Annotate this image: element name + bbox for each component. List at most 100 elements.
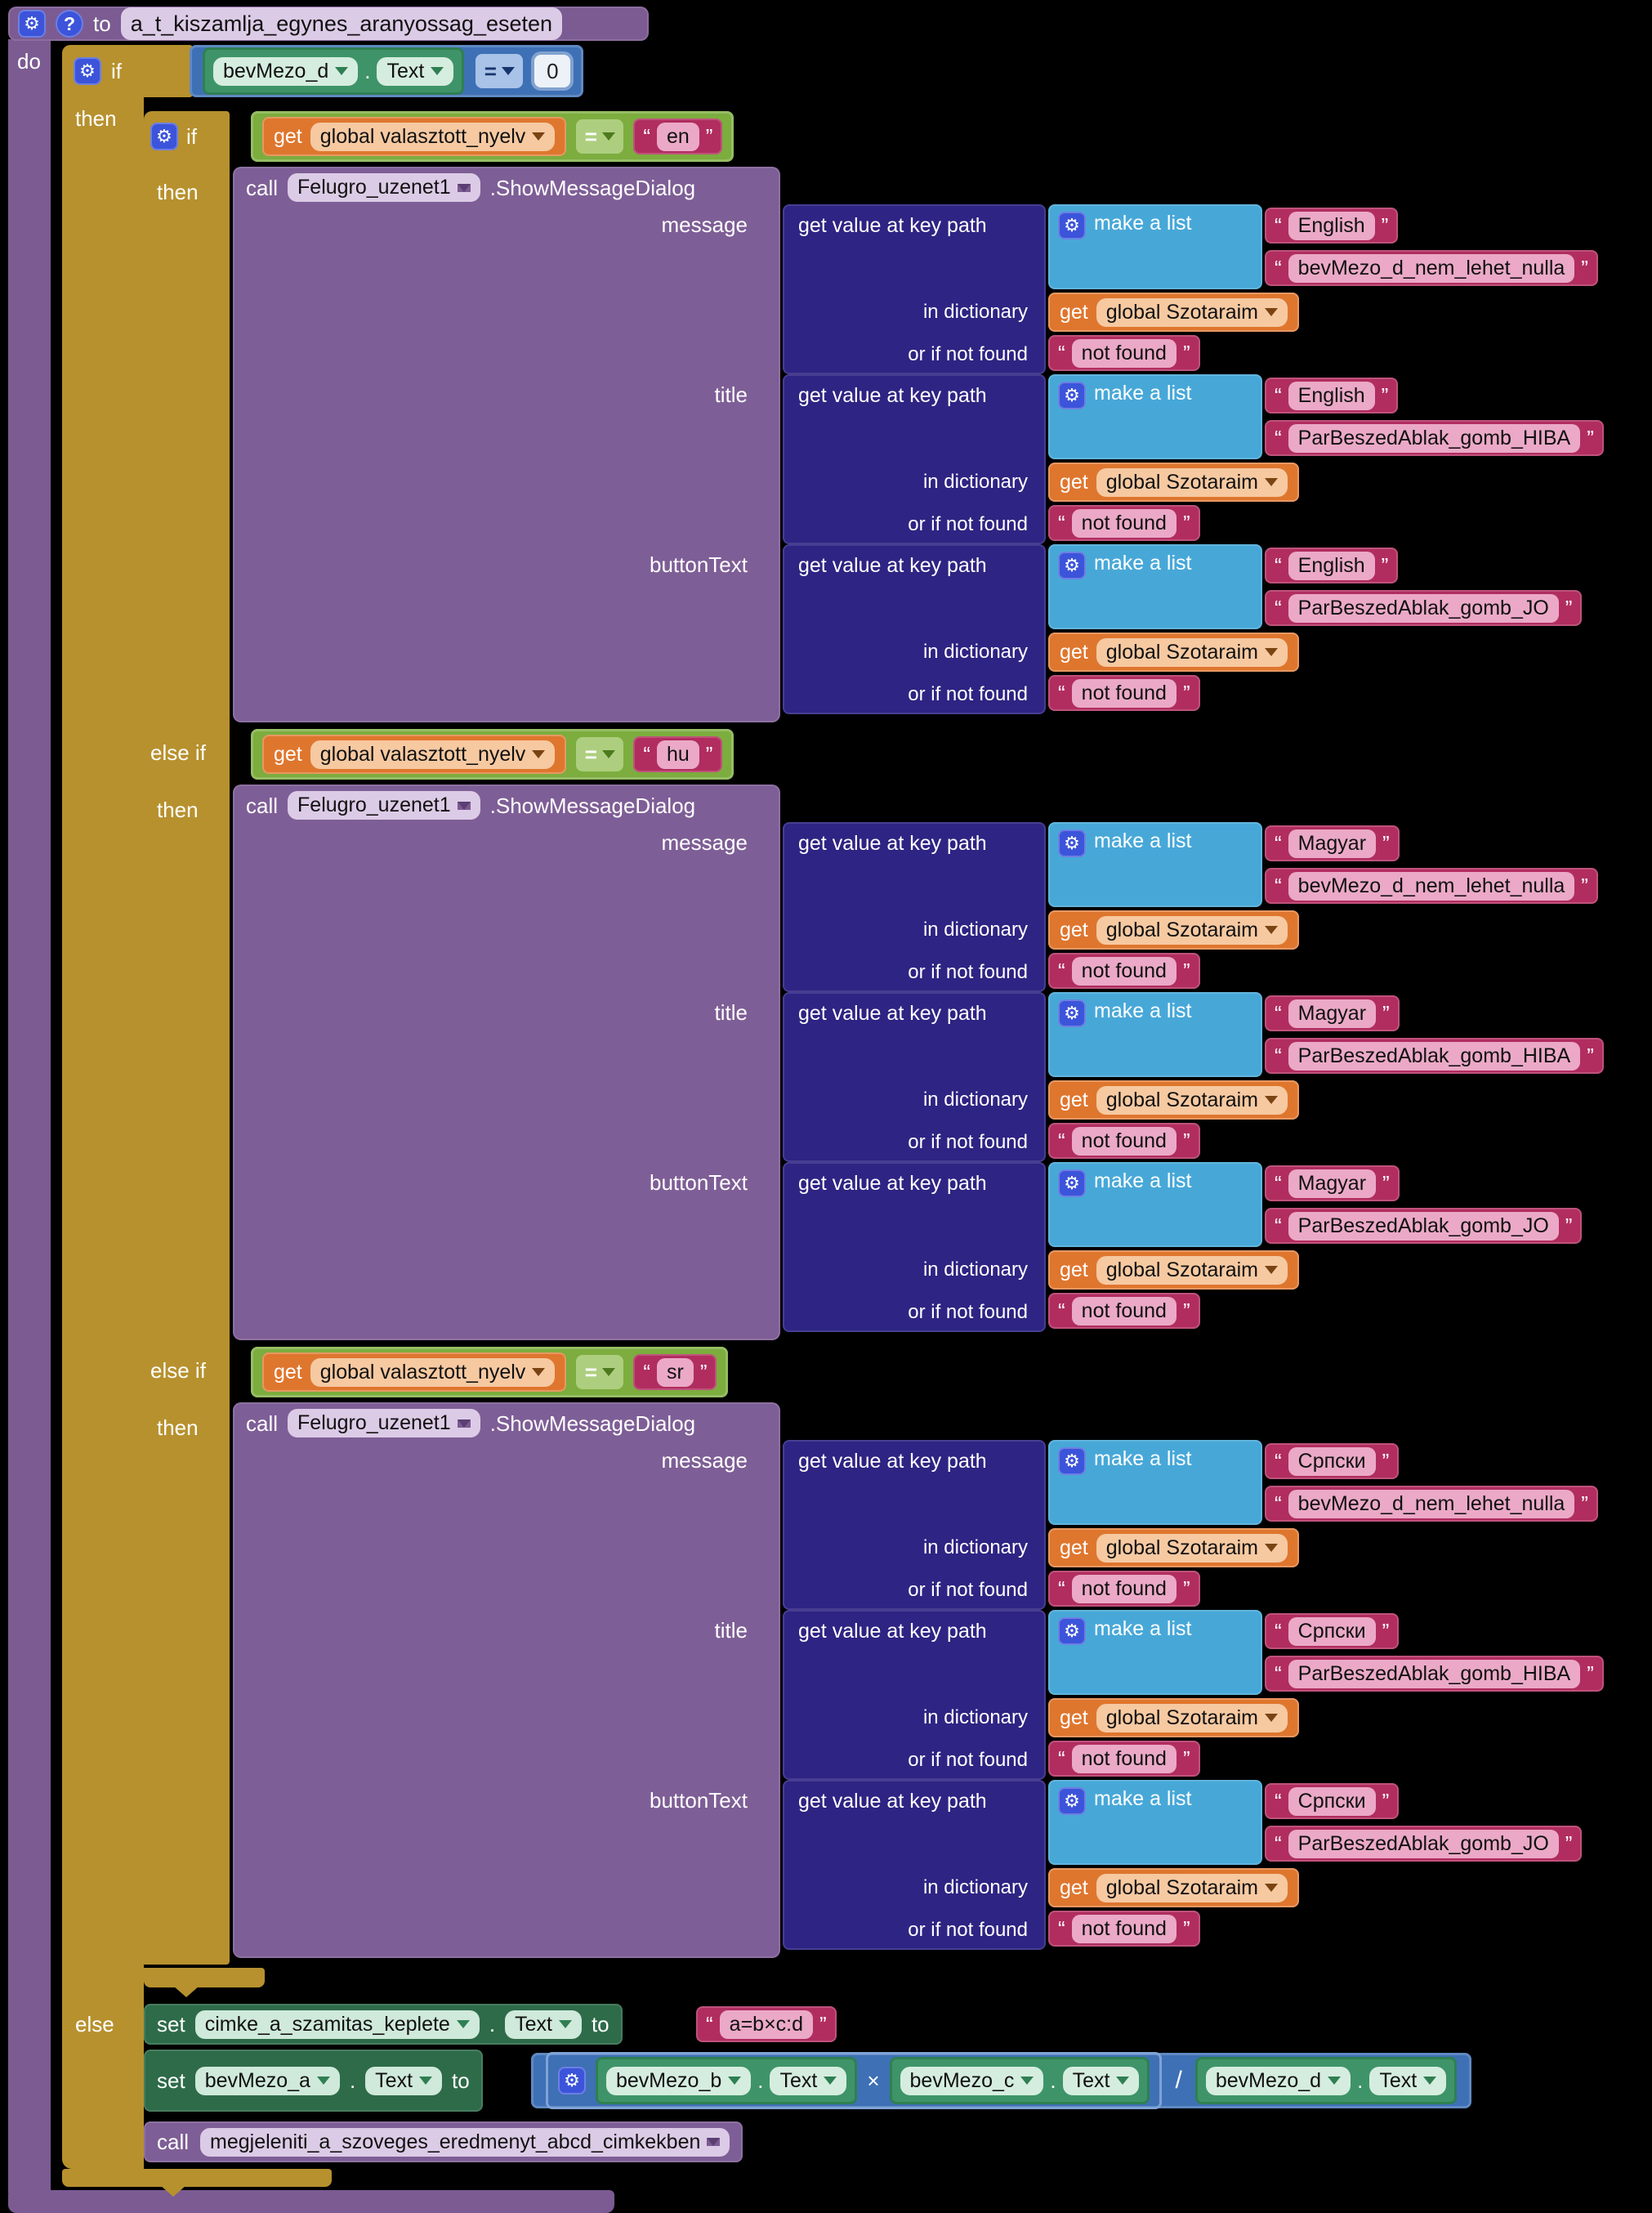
- equals-operator-dropdown[interactable]: =: [576, 119, 624, 154]
- get-variable-block[interactable]: get global Szotaraim: [1048, 293, 1299, 332]
- text-string-block[interactable]: “not found”: [1048, 1293, 1200, 1329]
- dropdown-arrow-icon[interactable]: [1264, 648, 1278, 656]
- get-variable-block[interactable]: get global valasztott_nyelv: [262, 117, 567, 156]
- logic-equals-block[interactable]: get global valasztott_nyelv = “ en ”: [251, 111, 734, 162]
- text-string-block[interactable]: “bevMezo_d_nem_lehet_nulla”: [1265, 1486, 1598, 1522]
- list-mutator-gear-icon[interactable]: ⚙: [1058, 1787, 1086, 1815]
- text-field[interactable]: a=b×c:d: [719, 2010, 814, 2039]
- dropdown-arrow-icon[interactable]: [601, 132, 615, 141]
- text-string-block[interactable]: “ParBeszedAblak_gomb_JO”: [1265, 1826, 1583, 1862]
- text-string-block[interactable]: “Српски”: [1265, 1783, 1400, 1819]
- text-field[interactable]: Српски: [1288, 1616, 1376, 1646]
- get-variable-block[interactable]: get global Szotaraim: [1048, 1250, 1299, 1290]
- set-bevmezo-a-block[interactable]: set bevMezo_a . Text to: [144, 2050, 483, 2112]
- component-get-bevMezo_d-Text[interactable]: bevMezo_d . Text: [1194, 2057, 1458, 2104]
- text-field[interactable]: not found: [1071, 1296, 1176, 1326]
- text-string-block[interactable]: “Српски”: [1265, 1613, 1400, 1649]
- variable-dropdown[interactable]: global Szotaraim: [1096, 467, 1288, 497]
- variable-dropdown[interactable]: global valasztott_nyelv: [310, 1357, 556, 1387]
- procedure-name-field[interactable]: a_t_kiszamlja_egynes_aranyossag_eseten: [120, 7, 563, 40]
- component-get-bevMezo_b-Text[interactable]: bevMezo_b . Text: [596, 2057, 858, 2104]
- text-string-block[interactable]: “English”: [1265, 378, 1399, 414]
- logic-equals-block[interactable]: get global valasztott_nyelv = “ sr ”: [251, 1347, 729, 1397]
- variable-dropdown[interactable]: global Szotaraim: [1096, 1255, 1288, 1285]
- dropdown-arrow-icon[interactable]: [824, 2077, 837, 2085]
- text-field[interactable]: ParBeszedAblak_gomb_HIBA: [1288, 1041, 1581, 1071]
- text-field[interactable]: Magyar: [1288, 1169, 1377, 1198]
- text-field[interactable]: not found: [1071, 1126, 1176, 1156]
- dropdown-arrow-icon[interactable]: [1020, 2077, 1034, 2085]
- division-block[interactable]: ⚙ bevMezo_b . Text × bevMezo_c . Text / …: [531, 2052, 1472, 2109]
- variable-dropdown[interactable]: global valasztott_nyelv: [310, 122, 556, 151]
- list-mutator-gear-icon[interactable]: ⚙: [1058, 552, 1086, 579]
- variable-dropdown[interactable]: global valasztott_nyelv: [310, 740, 556, 769]
- text-field[interactable]: Српски: [1288, 1446, 1376, 1476]
- text-field[interactable]: bevMezo_d_nem_lehet_nulla: [1288, 871, 1575, 901]
- text-string-block[interactable]: “not found”: [1048, 953, 1200, 989]
- dropdown-arrow-icon[interactable]: [316, 2077, 330, 2085]
- dropdown-arrow-icon[interactable]: [457, 1419, 471, 1428]
- equals-operator-dropdown[interactable]: =: [576, 737, 624, 771]
- variable-dropdown[interactable]: global Szotaraim: [1096, 297, 1288, 327]
- text-string-block[interactable]: “Српски”: [1265, 1443, 1400, 1479]
- text-string-block[interactable]: “not found”: [1048, 335, 1200, 371]
- get-variable-block[interactable]: get global valasztott_nyelv: [262, 1352, 567, 1392]
- get-variable-block[interactable]: get global Szotaraim: [1048, 1080, 1299, 1120]
- inner-if-bottom-bar[interactable]: [144, 1968, 265, 1987]
- make-a-list-block[interactable]: ⚙ make a list: [1048, 992, 1262, 1077]
- text-field[interactable]: English: [1288, 551, 1375, 580]
- number-field[interactable]: 0: [534, 55, 571, 87]
- get-variable-block[interactable]: get global Szotaraim: [1048, 1868, 1299, 1907]
- outer-if-bottom-bar[interactable]: [62, 2169, 332, 2187]
- text-string-block[interactable]: “ParBeszedAblak_gomb_HIBA”: [1265, 1038, 1604, 1074]
- text-string-block[interactable]: “Magyar”: [1265, 995, 1400, 1031]
- component-dropdown[interactable]: Felugro_uzenet1: [288, 791, 480, 820]
- text-field[interactable]: ParBeszedAblak_gomb_JO: [1288, 593, 1559, 623]
- procedure-block-header[interactable]: ⚙ ? to a_t_kiszamlja_egynes_aranyossag_e…: [8, 7, 649, 41]
- text-string-block[interactable]: “not found”: [1048, 675, 1200, 711]
- text-field[interactable]: not found: [1071, 1914, 1176, 1943]
- text-string-block[interactable]: “bevMezo_d_nem_lehet_nulla”: [1265, 868, 1598, 904]
- dropdown-arrow-icon[interactable]: [1264, 1714, 1278, 1722]
- get-variable-block[interactable]: get global Szotaraim: [1048, 633, 1299, 672]
- text-string-block[interactable]: “Magyar”: [1265, 1165, 1400, 1201]
- component-get-bevMezo_c-Text[interactable]: bevMezo_c . Text: [889, 2057, 1150, 2104]
- list-mutator-gear-icon[interactable]: ⚙: [1058, 999, 1086, 1027]
- text-field[interactable]: not found: [1071, 956, 1176, 986]
- text-field[interactable]: Српски: [1288, 1786, 1376, 1816]
- language-branch-sr[interactable]: else if get global valasztott_nyelv = “ …: [144, 1347, 1652, 1965]
- variable-dropdown[interactable]: global Szotaraim: [1096, 1085, 1288, 1115]
- mult-mutator-gear-icon[interactable]: ⚙: [558, 2067, 586, 2095]
- list-mutator-gear-icon[interactable]: ⚙: [1058, 1169, 1086, 1197]
- if-mutator-gear-icon[interactable]: ⚙: [74, 57, 101, 85]
- component-dropdown[interactable]: Felugro_uzenet1: [288, 173, 480, 202]
- text-field[interactable]: not found: [1071, 338, 1176, 368]
- text-string-block[interactable]: “not found”: [1048, 1911, 1200, 1947]
- make-a-list-block[interactable]: ⚙ make a list: [1048, 1610, 1262, 1695]
- dropdown-arrow-icon[interactable]: [1328, 2077, 1342, 2085]
- text-string-block[interactable]: “Magyar”: [1265, 825, 1400, 861]
- show-message-dialog-call[interactable]: call Felugro_uzenet1 .ShowMessageDialog …: [233, 785, 1652, 1348]
- equals-operator-dropdown[interactable]: =: [476, 54, 524, 88]
- variable-dropdown[interactable]: global Szotaraim: [1096, 1873, 1288, 1902]
- text-field[interactable]: ParBeszedAblak_gomb_JO: [1288, 1829, 1559, 1858]
- dropdown-arrow-icon[interactable]: [558, 2020, 572, 2028]
- get-variable-block[interactable]: get global Szotaraim: [1048, 910, 1299, 950]
- text-field[interactable]: English: [1288, 211, 1375, 240]
- text-field[interactable]: Magyar: [1288, 999, 1377, 1028]
- dropdown-arrow-icon[interactable]: [532, 1368, 546, 1376]
- property-dropdown[interactable]: Text: [1369, 2066, 1447, 2095]
- language-branch-hu[interactable]: else if get global valasztott_nyelv = “ …: [144, 729, 1652, 1347]
- logic-equals-block[interactable]: get global valasztott_nyelv = “ hu ”: [251, 729, 734, 780]
- list-mutator-gear-icon[interactable]: ⚙: [1058, 382, 1086, 409]
- text-field[interactable]: not found: [1071, 508, 1176, 538]
- property-dropdown[interactable]: Text: [505, 2010, 582, 2039]
- component-dropdown[interactable]: cimke_a_szamitas_keplete: [194, 2010, 480, 2039]
- text-string-block[interactable]: “ParBeszedAblak_gomb_HIBA”: [1265, 420, 1604, 456]
- get-variable-block[interactable]: get global valasztott_nyelv: [262, 735, 567, 774]
- text-string-block[interactable]: “a=b×c:d”: [696, 2006, 837, 2042]
- inner-if-spine[interactable]: [144, 111, 230, 1965]
- make-a-list-block[interactable]: ⚙ make a list: [1048, 1162, 1262, 1247]
- text-string-block[interactable]: “ sr ”: [633, 1354, 717, 1390]
